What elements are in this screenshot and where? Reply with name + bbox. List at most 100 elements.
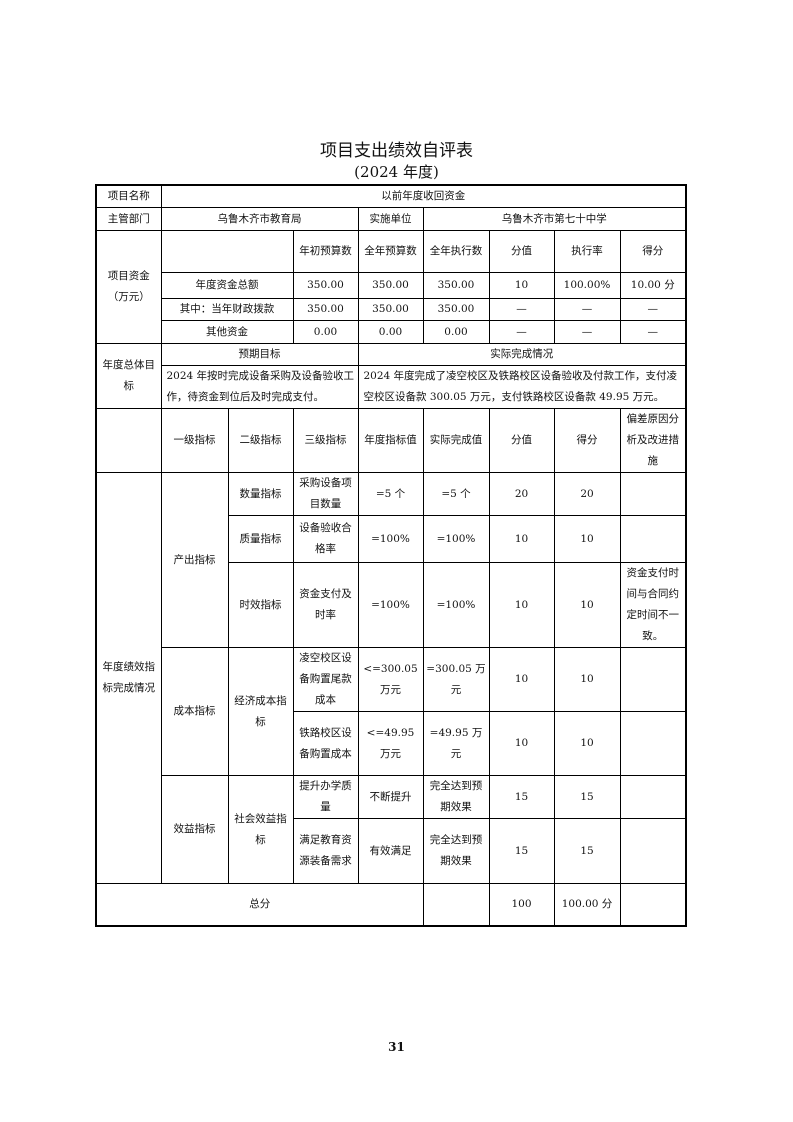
actual-goal-label: 实际完成情况	[357, 343, 687, 366]
reason	[619, 818, 687, 884]
weight: 10	[488, 515, 555, 563]
total-weight: 100	[488, 883, 555, 926]
funds-header: 全年预算数	[357, 230, 424, 273]
weight: 10	[488, 562, 555, 648]
funds-label: 项目资金（万元）	[95, 230, 162, 344]
weight: 10	[488, 647, 555, 712]
level2: 时效指标	[227, 562, 294, 648]
score: 20	[553, 472, 621, 516]
cell: —	[553, 320, 621, 344]
goals-label: 年度总体目标	[95, 343, 162, 409]
weight: 10	[488, 711, 555, 776]
table-row: 成本指标 经济成本指标 凌空校区设备购置尾款成本 <=300.05 万元 =30…	[96, 647, 687, 776]
cell: —	[619, 320, 687, 344]
cell: —	[488, 298, 555, 321]
blank-cell	[619, 883, 687, 926]
score: 15	[553, 775, 621, 819]
table-row: 满足教育资源装备需求 有效满足 完全达到预期效果 15 15	[96, 818, 687, 884]
cell: 100.00%	[553, 272, 621, 299]
indicator-header: 一级指标	[160, 408, 229, 473]
level1: 成本指标	[160, 647, 229, 776]
funds-row: 年度资金总额 350.00 350.00 350.00 10 100.00% 1…	[96, 272, 687, 299]
indicator-header: 分值	[488, 408, 555, 473]
score: 15	[553, 818, 621, 884]
indicator-header: 实际完成值	[422, 408, 490, 473]
unit-label: 实施单位	[357, 207, 424, 231]
indicator-header: 三级指标	[292, 408, 359, 473]
cell: 0.00	[422, 320, 490, 344]
cell: 350.00	[357, 272, 424, 299]
reason	[619, 711, 687, 776]
blank-cell	[422, 883, 490, 926]
level3: 资金支付及时率	[292, 562, 359, 648]
cell: —	[488, 320, 555, 344]
blank-cell	[160, 230, 294, 273]
indicator-header: 偏差原因分析及改进措施	[619, 408, 687, 473]
table-row: 质量指标 设备验收合格率 =100% =100% 10 10	[96, 515, 687, 563]
page-number: 31	[388, 1040, 405, 1054]
total-row: 总分 100 100.00 分	[95, 883, 687, 926]
actual: =300.05 万元	[422, 647, 490, 712]
cell: 350.00	[422, 272, 490, 299]
unit: 乌鲁木齐市第七十中学	[422, 207, 687, 231]
target: =100%	[357, 562, 424, 648]
level1: 产出指标	[160, 472, 229, 648]
page-title: 项目支出绩效自评表	[320, 141, 473, 161]
evaluation-table: 项目名称 以前年度收回资金 主管部门 乌鲁木齐市教育局 实施单位 乌鲁木齐市第七…	[95, 184, 687, 927]
weight: 20	[488, 472, 555, 516]
level3: 设备验收合格率	[292, 515, 359, 563]
cell: 350.00	[357, 298, 424, 321]
indicators-label: 年度绩效指标完成情况	[95, 472, 162, 884]
expected-goal-label: 预期目标	[160, 343, 359, 366]
level3: 满足教育资源装备需求	[292, 818, 359, 884]
level3: 采购设备项目数量	[292, 472, 359, 516]
target: =100%	[357, 515, 424, 563]
target: =5 个	[357, 472, 424, 516]
funds-row-name: 其他资金	[160, 320, 294, 344]
target: <=49.95 万元	[357, 711, 424, 776]
weight: 15	[488, 775, 555, 819]
level3: 铁路校区设备购置成本	[292, 711, 359, 776]
cell: 350.00	[292, 298, 359, 321]
funds-header: 年初预算数	[292, 230, 359, 273]
level2: 质量指标	[227, 515, 294, 563]
level3: 提升办学质量	[292, 775, 359, 819]
score: 10	[553, 562, 621, 648]
indicator-header: 二级指标	[227, 408, 294, 473]
dept-label: 主管部门	[95, 207, 162, 231]
cell: —	[619, 298, 687, 321]
total-label: 总分	[95, 883, 424, 926]
level2: 经济成本指标	[227, 647, 294, 776]
reason: 资金支付时间与合同约定时间不一致。	[619, 562, 687, 648]
score: 10	[553, 515, 621, 563]
actual: 完全达到预期效果	[422, 775, 490, 819]
cell: —	[553, 298, 621, 321]
page-subtitle: (2024 年度)	[354, 163, 439, 181]
funds-row-name: 其中：当年财政拨款	[160, 298, 294, 321]
funds-header: 得分	[619, 230, 687, 273]
reason	[619, 472, 687, 516]
weight: 15	[488, 818, 555, 884]
reason	[619, 775, 687, 819]
score: 10	[553, 711, 621, 776]
actual: =5 个	[422, 472, 490, 516]
target: <=300.05 万元	[357, 647, 424, 712]
reason	[619, 647, 687, 712]
indicator-header: 年度指标值	[357, 408, 424, 473]
funds-header: 全年执行数	[422, 230, 490, 273]
total-score: 100.00 分	[553, 883, 621, 926]
actual: =100%	[422, 515, 490, 563]
project-name: 以前年度收回资金	[160, 184, 687, 208]
cell: 350.00	[422, 298, 490, 321]
cell: 10.00 分	[619, 272, 687, 299]
table-row: 效益指标 社会效益指标 提升办学质量 不断提升 完全达到预期效果 15 15	[96, 775, 687, 884]
project-name-label: 项目名称	[95, 184, 162, 208]
level2: 社会效益指标	[227, 775, 294, 884]
funds-row: 其中：当年财政拨款 350.00 350.00 350.00 — — —	[96, 298, 687, 321]
actual-goal: 2024 年度完成了凌空校区及铁路校区设备验收及付款工作，支付凌空校区设备款 3…	[357, 365, 687, 409]
cell: 0.00	[292, 320, 359, 344]
reason	[619, 515, 687, 563]
target: 有效满足	[357, 818, 424, 884]
actual: =49.95 万元	[422, 711, 490, 776]
dept: 乌鲁木齐市教育局	[160, 207, 359, 231]
